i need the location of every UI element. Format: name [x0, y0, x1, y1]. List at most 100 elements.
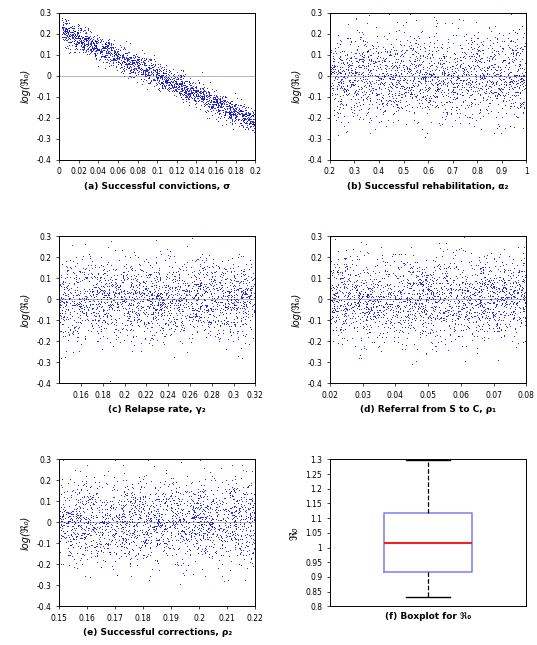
- Point: [230, 270, 239, 281]
- Point: [236, 506, 244, 517]
- Point: [136, 525, 144, 535]
- Point: [378, 253, 386, 264]
- Point: [111, 264, 120, 275]
- Point: [237, 102, 246, 112]
- Point: [362, 291, 371, 301]
- Point: [337, 277, 345, 288]
- Point: [482, 313, 491, 323]
- Point: [229, 108, 238, 118]
- Point: [236, 105, 245, 115]
- Point: [210, 275, 219, 285]
- Point: [467, 35, 475, 46]
- Point: [206, 92, 215, 102]
- Point: [518, 44, 527, 54]
- Point: [213, 105, 222, 115]
- Point: [454, 311, 462, 321]
- Point: [205, 292, 214, 302]
- Point: [512, 79, 520, 89]
- Point: [212, 114, 220, 124]
- Point: [148, 281, 157, 292]
- Point: [60, 501, 68, 511]
- Point: [462, 79, 470, 89]
- Point: [215, 96, 224, 106]
- Point: [149, 54, 158, 64]
- Point: [331, 315, 340, 325]
- Y-axis label: log(ℜ₀): log(ℜ₀): [21, 69, 31, 103]
- Point: [113, 518, 121, 528]
- Point: [150, 299, 158, 310]
- Point: [165, 83, 173, 94]
- Point: [328, 295, 337, 306]
- Point: [125, 61, 134, 71]
- Point: [446, 287, 454, 297]
- Point: [240, 521, 249, 531]
- Point: [392, 26, 401, 36]
- Point: [397, 68, 405, 78]
- Point: [342, 282, 351, 292]
- Point: [433, 18, 441, 28]
- Point: [193, 304, 201, 315]
- Point: [128, 50, 137, 60]
- Point: [475, 294, 483, 304]
- Point: [120, 294, 128, 304]
- Point: [519, 304, 528, 315]
- Point: [158, 520, 166, 530]
- Point: [381, 56, 389, 66]
- Point: [238, 286, 246, 296]
- Point: [414, 85, 423, 95]
- Point: [195, 540, 204, 550]
- Point: [465, 308, 473, 318]
- Point: [182, 81, 190, 91]
- Point: [186, 83, 195, 94]
- Point: [397, 81, 405, 91]
- Point: [405, 294, 414, 304]
- Point: [413, 344, 422, 355]
- Point: [76, 45, 84, 55]
- Point: [149, 303, 158, 313]
- Point: [366, 312, 374, 322]
- Point: [359, 72, 367, 82]
- Point: [163, 514, 172, 524]
- Point: [440, 315, 448, 326]
- Point: [148, 522, 156, 532]
- Point: [221, 119, 230, 129]
- Point: [176, 301, 185, 311]
- Point: [101, 52, 110, 63]
- Point: [249, 110, 258, 121]
- Point: [349, 301, 358, 312]
- Point: [110, 305, 119, 315]
- Point: [516, 266, 525, 276]
- Point: [481, 253, 490, 263]
- Point: [333, 83, 342, 93]
- Point: [250, 120, 259, 130]
- Point: [199, 528, 208, 539]
- Point: [502, 284, 510, 294]
- Point: [147, 516, 155, 526]
- Point: [133, 293, 142, 304]
- Point: [417, 73, 426, 83]
- Point: [429, 278, 437, 288]
- Point: [457, 256, 466, 266]
- Point: [82, 514, 91, 524]
- Point: [392, 106, 401, 116]
- Point: [480, 272, 489, 283]
- Point: [452, 102, 460, 112]
- Point: [438, 288, 446, 299]
- Point: [353, 297, 362, 308]
- Point: [189, 77, 198, 88]
- Point: [72, 538, 81, 548]
- Point: [354, 281, 363, 292]
- Point: [136, 260, 144, 270]
- Point: [513, 64, 522, 75]
- Point: [239, 269, 248, 279]
- Point: [240, 112, 248, 123]
- Point: [463, 84, 472, 95]
- Point: [441, 312, 450, 322]
- Point: [249, 530, 258, 541]
- Point: [466, 295, 474, 305]
- Point: [124, 495, 132, 506]
- Point: [227, 115, 236, 125]
- Point: [178, 84, 187, 95]
- Point: [342, 318, 350, 328]
- Point: [120, 52, 128, 62]
